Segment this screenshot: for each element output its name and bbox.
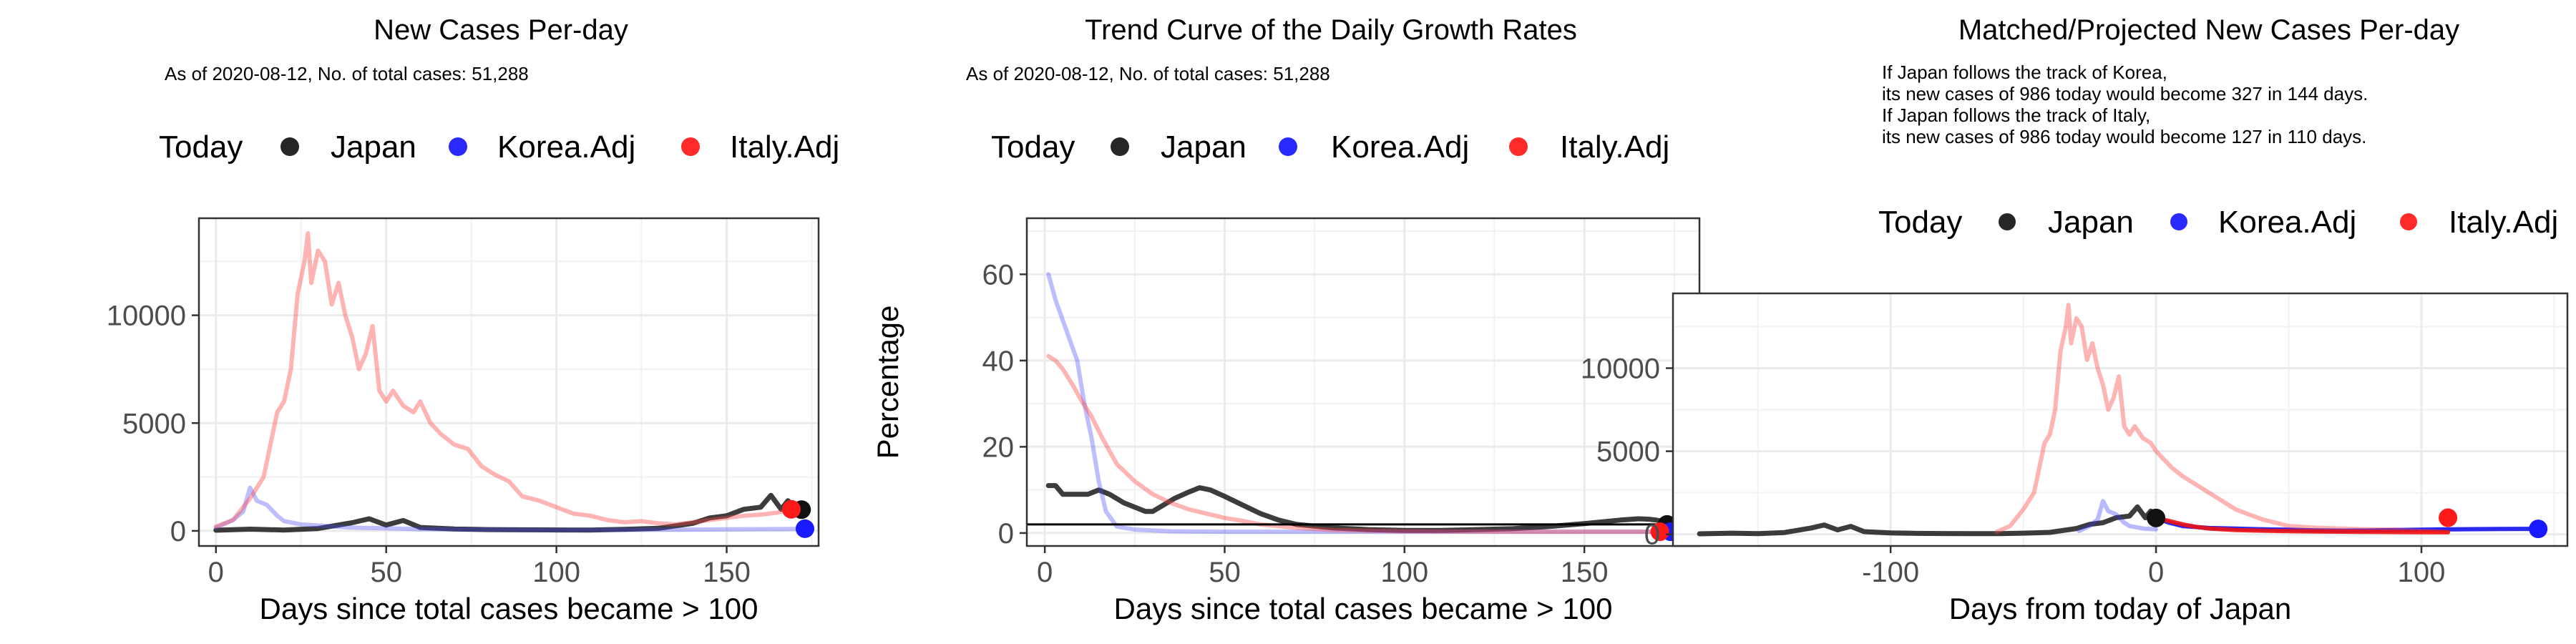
legend-key (1999, 213, 2016, 230)
today-point-japan (2147, 508, 2166, 527)
plot-area (199, 218, 819, 546)
legend-entry: Japan (2048, 205, 2134, 240)
legend-entry: Japan (1161, 130, 1246, 165)
y-tick-label: 10000 (107, 301, 186, 332)
chart-title: Matched/Projected New Cases Per-day (1958, 14, 2459, 46)
x-tick-label: 100 (532, 557, 580, 588)
legend-title: Today (159, 130, 243, 165)
x-axis-title: Days from today of Japan (1949, 592, 2292, 625)
legend-entry: Italy.Adj (1560, 130, 1669, 165)
chart-panel-1: New Cases Per-day As of 2020-08-12, No. o… (107, 14, 839, 625)
y-tick-label: 5000 (122, 408, 186, 439)
legend-entry: Korea.Adj (2218, 205, 2356, 240)
series-line-japan (1697, 504, 2159, 537)
plot-area (1027, 218, 1699, 546)
x-tick-label: 50 (1209, 557, 1241, 588)
chart-legend: Today Japan Korea.Adj Italy.Adj (159, 130, 839, 165)
y-tick-label: 0 (1644, 519, 1660, 551)
legend-key (1111, 137, 1129, 156)
today-point-italy-adj (1650, 522, 1669, 542)
legend-key (1279, 137, 1297, 156)
y-tick-label: 5000 (1596, 436, 1660, 468)
chart-panel-3: Matched/Projected New Cases Per-day If Ja… (1581, 14, 2569, 625)
chart-title: Trend Curve of the Daily Growth Rates (1085, 14, 1577, 46)
series-line-italy-adj (1046, 353, 1662, 535)
today-point-korea-adj (795, 519, 814, 538)
chart-subtitle-line: As of 2020-08-12, No. of total cases: 51… (966, 63, 1330, 84)
chart-title: New Cases Per-day (374, 14, 628, 46)
x-tick-label: 0 (2148, 557, 2164, 588)
series-line-japan (213, 492, 804, 533)
series-line-italy-adj (213, 231, 797, 529)
y-axis-title: Percentage (871, 306, 904, 459)
legend-entry: Italy.Adj (730, 130, 839, 165)
y-tick-label: 20 (982, 431, 1015, 463)
series-line-italy-adj (1994, 303, 2451, 535)
today-point-italy-adj (2439, 508, 2458, 527)
gridlines (1673, 293, 2567, 546)
legend-key (2170, 213, 2187, 230)
legend-entry: Italy.Adj (2449, 205, 2558, 240)
series-line-italy-adj (2154, 515, 2451, 535)
chart-legend: Today Japan Korea.Adj Italy.Adj (991, 130, 1669, 165)
legend-title: Today (991, 130, 1075, 165)
gridlines (1027, 218, 1699, 546)
chart-subtitle-line: If Japan follows the track of Italy, (1882, 104, 2150, 126)
chart-legend: Today Japan Korea.Adj Italy.Adj (1878, 205, 2558, 240)
y-tick-label: 60 (982, 259, 1015, 291)
plot-area (1673, 293, 2567, 546)
y-tick-label: 10000 (1581, 353, 1660, 385)
legend-entry: Korea.Adj (497, 130, 635, 165)
y-tick-label: 40 (982, 346, 1015, 377)
x-tick-label: 100 (2398, 557, 2446, 588)
series-lines (1697, 303, 2541, 537)
x-tick-label: -100 (1862, 557, 1919, 588)
legend-key (449, 137, 467, 156)
x-tick-label: 0 (1037, 557, 1053, 588)
legend-key (1509, 137, 1528, 156)
y-tick-label: 0 (998, 518, 1014, 550)
legend-key (681, 137, 700, 156)
x-tick-label: 150 (703, 557, 751, 588)
legend-key (280, 137, 299, 156)
chart-panel-2: Trend Curve of the Daily Growth Rates As … (871, 14, 1701, 625)
series-line-korea-adj (1046, 272, 1673, 535)
legend-entry: Korea.Adj (1331, 130, 1469, 165)
plot-border (197, 217, 820, 547)
x-tick-label: 0 (208, 557, 224, 588)
legend-title: Today (1878, 205, 1962, 240)
legend-key (2400, 213, 2417, 230)
x-tick-label: 50 (370, 557, 402, 588)
series-line-korea-adj (213, 485, 807, 532)
x-tick-label: 150 (1561, 557, 1609, 588)
today-point-korea-adj (2529, 519, 2548, 539)
chart-subtitle-line: If Japan follows the track of Korea, (1882, 62, 2167, 83)
chart-subtitle-line: its new cases of 986 today would become … (1882, 126, 2366, 147)
x-tick-label: 100 (1380, 557, 1428, 588)
x-axis-title: Days since total cases became > 100 (1114, 592, 1613, 625)
y-tick-label: 0 (170, 516, 186, 547)
chart-subtitle-line: As of 2020-08-12, No. of total cases: 51… (165, 63, 529, 84)
gridlines (199, 218, 819, 546)
plot-border (1672, 292, 2569, 547)
chart-subtitle-line: its new cases of 986 today would become … (1882, 83, 2368, 104)
legend-entry: Japan (331, 130, 416, 165)
series-line-korea-adj (2077, 499, 2159, 534)
x-axis-title: Days since total cases became > 100 (260, 592, 758, 625)
today-point-italy-adj (781, 499, 801, 519)
series-lines (213, 231, 807, 533)
